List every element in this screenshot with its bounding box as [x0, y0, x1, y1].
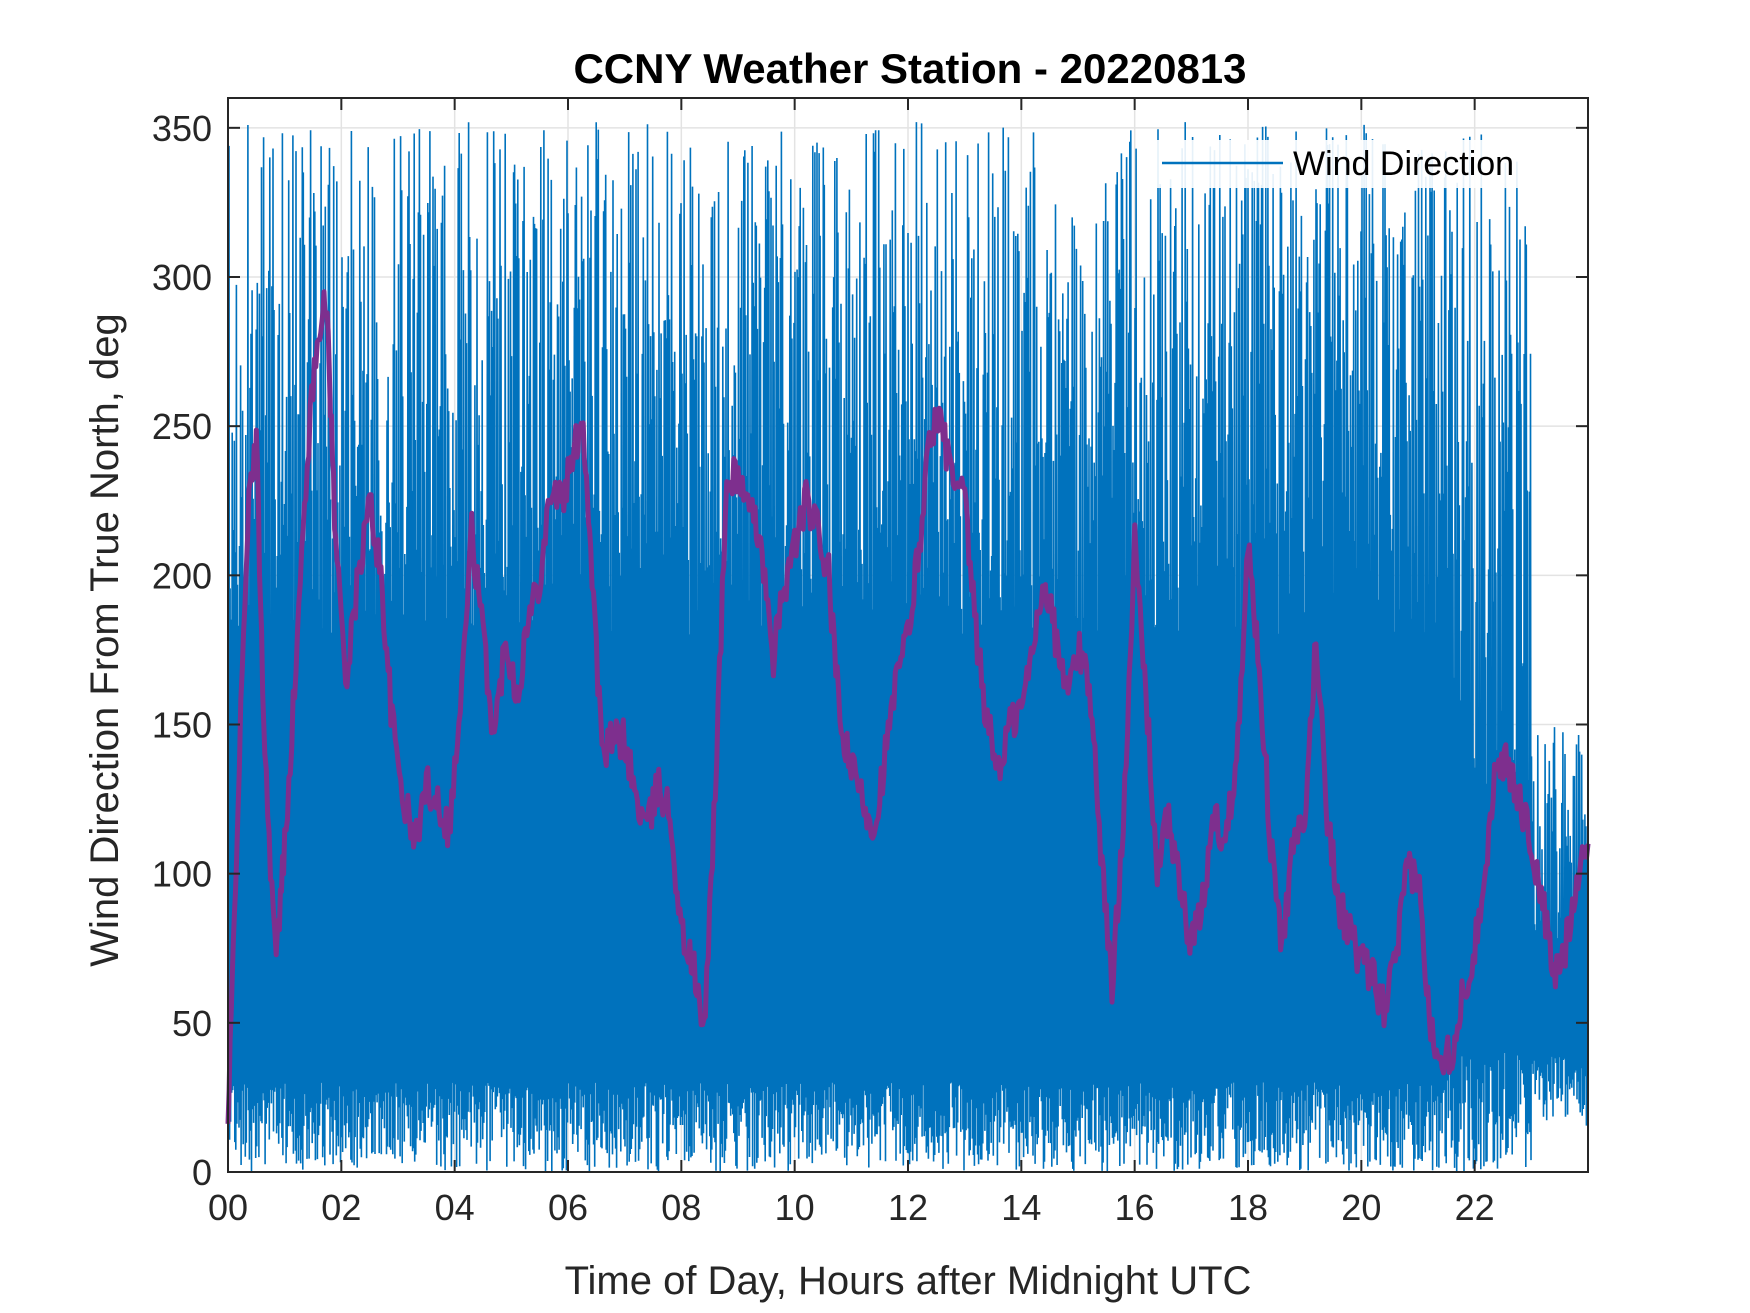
x-tick-label-10: 10	[775, 1187, 815, 1228]
chart-title: CCNY Weather Station - 20220813	[573, 45, 1246, 92]
y-tick-label-350: 350	[152, 108, 212, 149]
x-tick-label-00: 00	[208, 1187, 248, 1228]
x-tick-label-18: 18	[1228, 1187, 1268, 1228]
x-axis-label: Time of Day, Hours after Midnight UTC	[565, 1259, 1252, 1303]
y-tick-label-150: 150	[152, 705, 212, 746]
smoothed-series-layer	[225, 289, 1591, 1124]
wind-direction-smoothed-line	[225, 289, 1591, 1124]
ticks	[227, 98, 1588, 1173]
y-tick-label-250: 250	[152, 406, 212, 447]
legend: Wind Direction	[1150, 140, 1550, 188]
y-axis-label: Wind Direction From True North, deg	[83, 313, 127, 967]
x-tick-label-06: 06	[548, 1187, 588, 1228]
wind-direction-raw-line	[227, 122, 1589, 1172]
y-tick-label-300: 300	[152, 257, 212, 298]
raw-series-layer	[227, 122, 1589, 1172]
x-tick-label-20: 20	[1341, 1187, 1381, 1228]
y-tick-label-0: 0	[192, 1152, 212, 1193]
y-tick-label-200: 200	[152, 555, 212, 596]
x-tick-label-22: 22	[1455, 1187, 1495, 1228]
x-tick-label-14: 14	[1001, 1187, 1041, 1228]
x-tick-labels: 00 02 04 06 08 10 12 14 16 18 20 22	[208, 1187, 1495, 1228]
x-tick-label-12: 12	[888, 1187, 928, 1228]
x-tick-label-04: 04	[435, 1187, 475, 1228]
legend-label-wind-direction: Wind Direction	[1293, 145, 1514, 183]
x-tick-label-16: 16	[1115, 1187, 1155, 1228]
y-tick-labels: 0 50 100 150 200 250 300 350	[152, 108, 212, 1193]
y-tick-label-100: 100	[152, 854, 212, 895]
x-tick-label-02: 02	[321, 1187, 361, 1228]
x-tick-label-08: 08	[661, 1187, 701, 1228]
y-tick-label-50: 50	[172, 1003, 212, 1044]
